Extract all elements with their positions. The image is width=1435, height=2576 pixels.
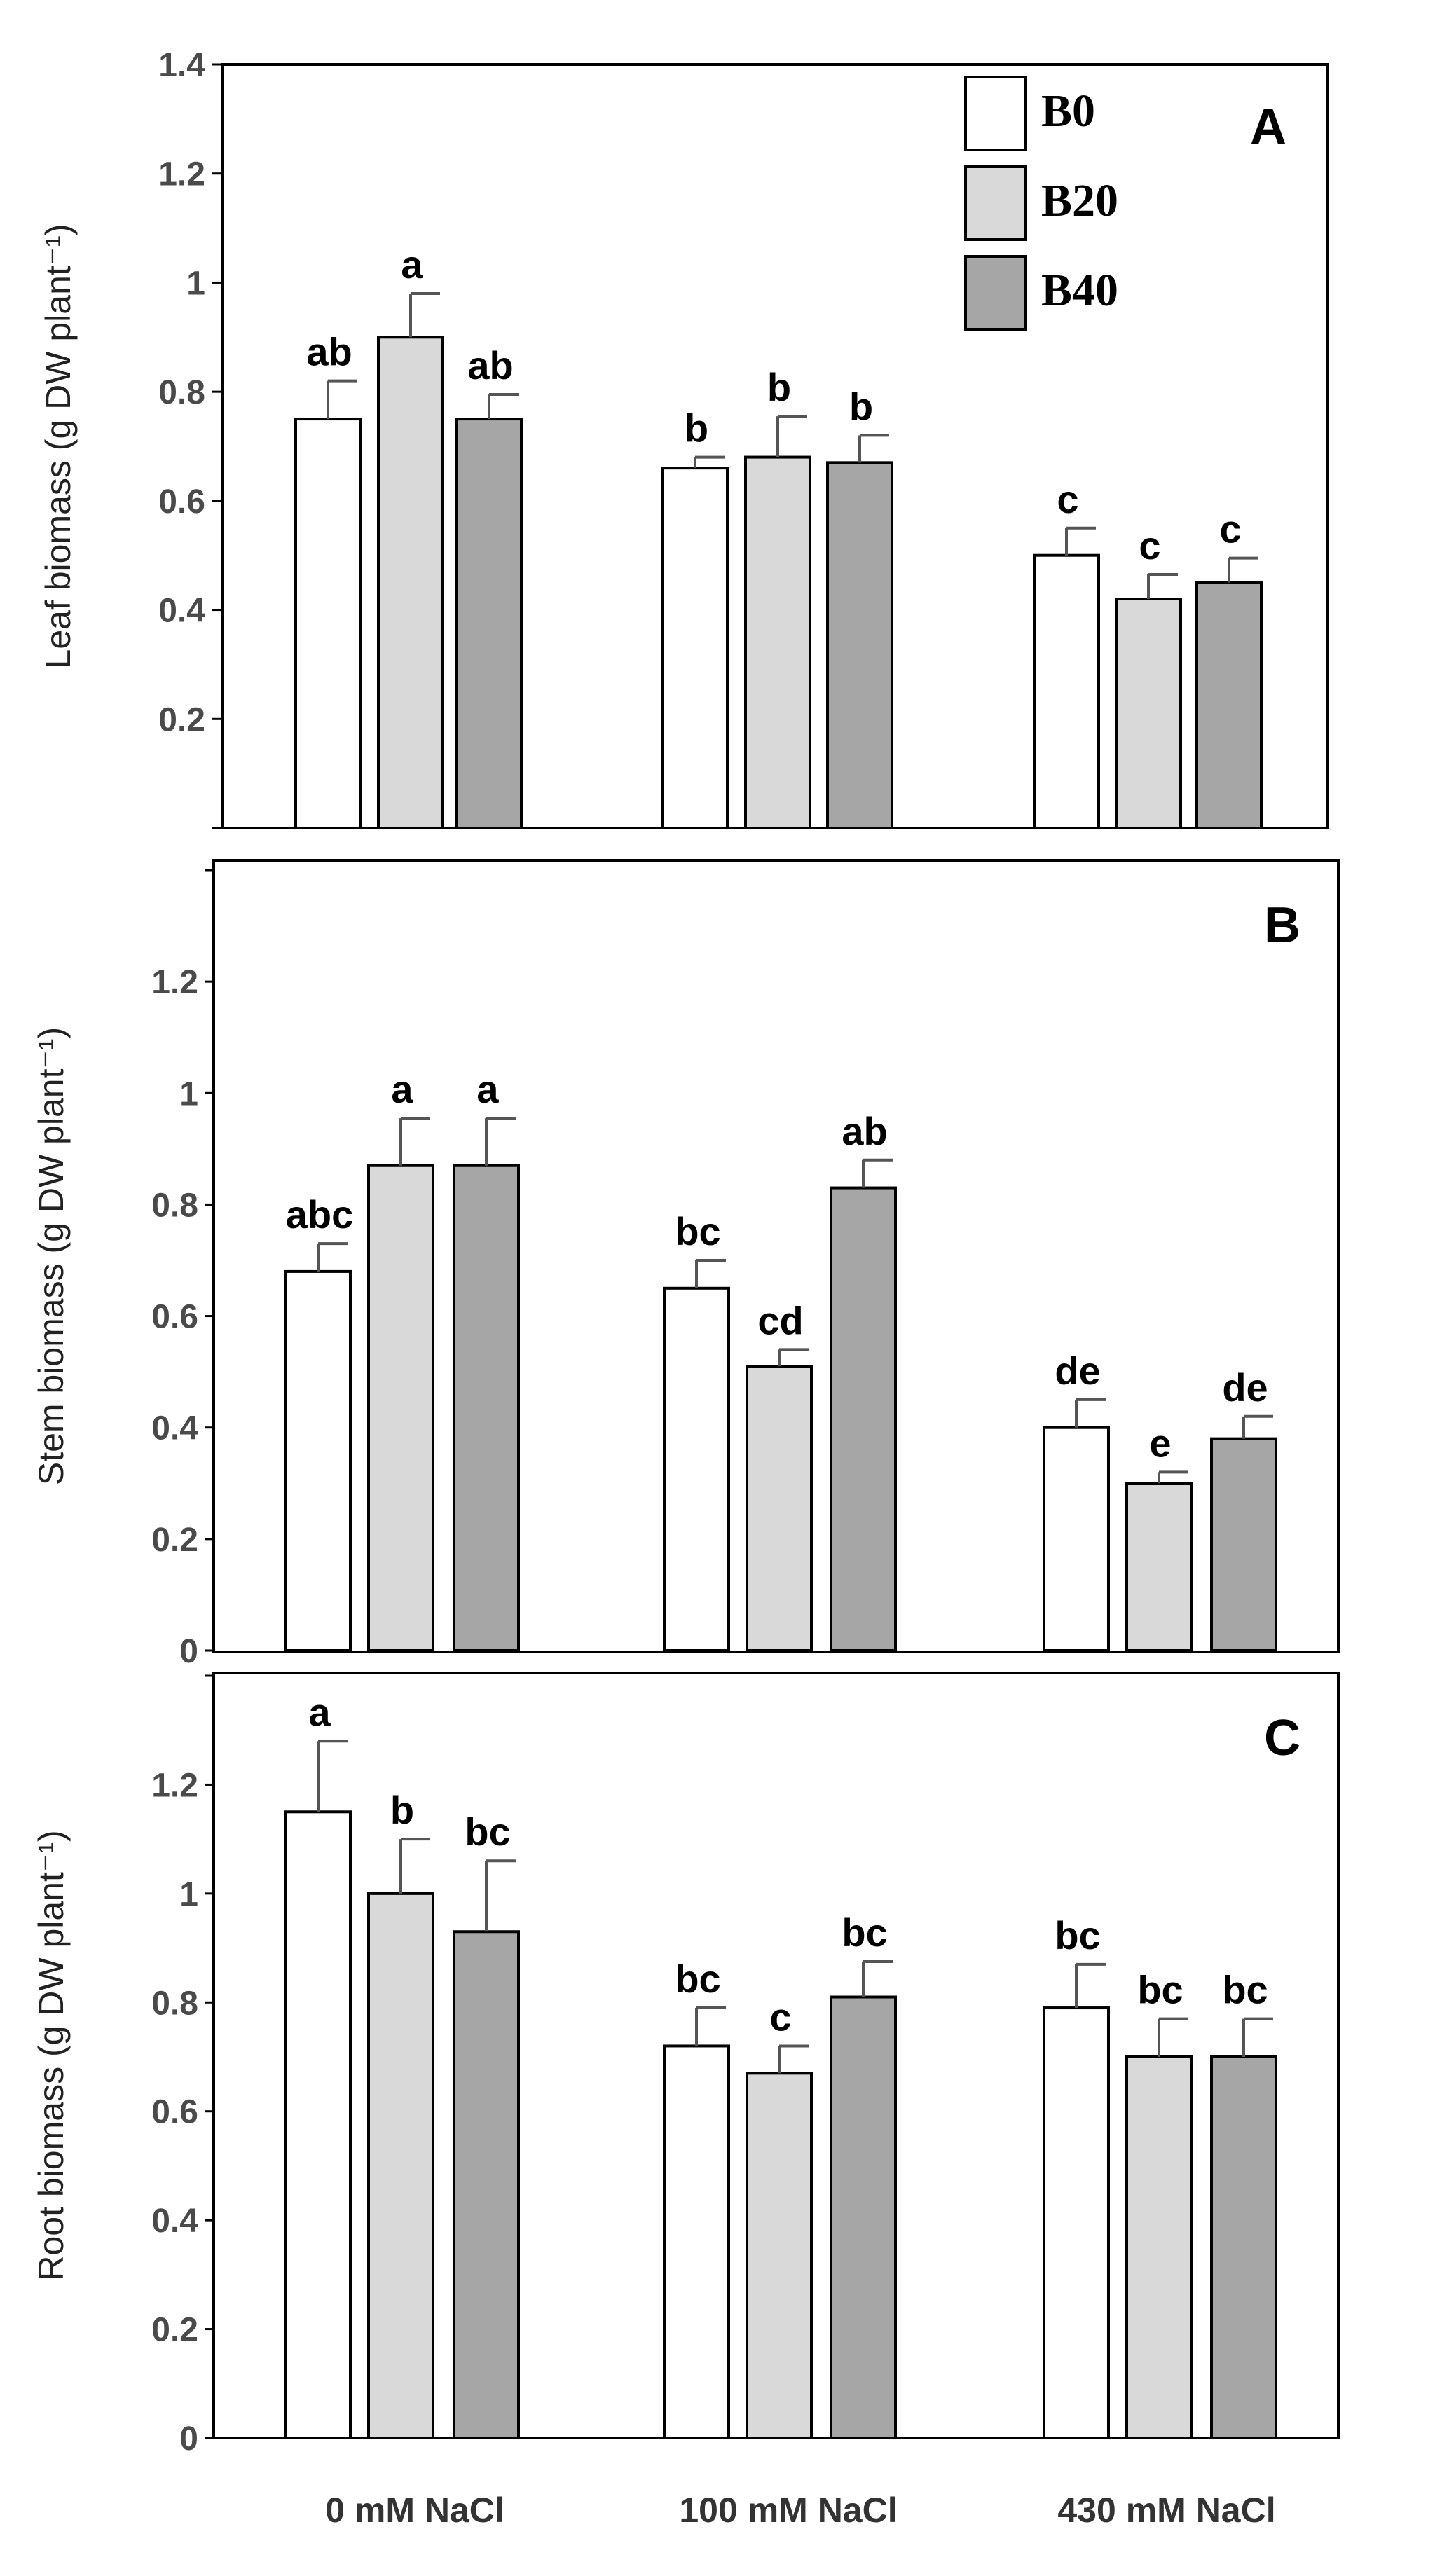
bar-b0 — [1033, 553, 1100, 829]
y-tick-label: 0.6 — [151, 1299, 198, 1336]
significance-label: a — [476, 1067, 499, 1111]
bar-b40 — [830, 1186, 897, 1652]
y-tick-label: 0 — [179, 2420, 198, 2458]
significance-label: bc — [842, 1910, 887, 1955]
y-tick-label: 0.8 — [158, 374, 205, 411]
significance-label: b — [849, 384, 873, 428]
significance-label: c — [1057, 477, 1078, 521]
bar-b0 — [661, 467, 729, 829]
y-tick-label: 0.8 — [151, 1985, 198, 2022]
y-tick-label: 0 — [179, 1633, 198, 1670]
bar-b20 — [744, 455, 811, 829]
bar-b0 — [1043, 1426, 1110, 1652]
y-tick-label: 0.2 — [151, 2312, 198, 2349]
significance-label: a — [391, 1067, 413, 1111]
bar-b40 — [453, 1930, 520, 2439]
y-tick-label: 0.6 — [151, 2094, 198, 2131]
y-axis-title: Stem biomass (g DW plant⁻¹) — [32, 1027, 71, 1485]
significance-label: e — [1149, 1421, 1171, 1465]
significance-label: ab — [467, 343, 513, 387]
legend-label-b40: B40 — [1041, 265, 1118, 316]
significance-label: bc — [675, 1957, 720, 2001]
significance-label: a — [401, 242, 423, 287]
panel-letter: B — [1264, 897, 1300, 953]
y-tick-label: 0.8 — [151, 1187, 198, 1224]
significance-label: a — [308, 1690, 331, 1734]
x-category-label: 100 mM NaCl — [679, 2491, 897, 2530]
significance-label: c — [769, 1995, 791, 2039]
significance-label: b — [390, 1788, 414, 1832]
y-tick-label: 0.2 — [151, 1522, 198, 1559]
significance-label: b — [767, 365, 791, 409]
legend-label-b20: B20 — [1041, 175, 1118, 226]
x-category-label: 0 mM NaCl — [325, 2491, 504, 2530]
bar-b20 — [1125, 2055, 1193, 2439]
y-tick-label: 1.2 — [151, 964, 198, 1001]
legend-swatch-b20 — [964, 165, 1027, 241]
legend: B0 B20 B40 — [964, 76, 1118, 331]
bar-b20 — [746, 1365, 813, 1652]
y-axis-title: Leaf biomass (g DW plant⁻¹) — [39, 224, 78, 669]
y-tick-label: 1.2 — [151, 1767, 198, 1804]
bar-b40 — [1210, 2055, 1277, 2439]
bar-b0 — [1043, 2006, 1110, 2439]
y-axis-title: Root biomass (g DW plant⁻¹) — [32, 1830, 71, 2280]
significance-label: abc — [286, 1192, 354, 1237]
bar-b20 — [367, 1164, 434, 1652]
leaf-biomass-panel: 0.2 0.4 0.6 0.8 1 1.2 1.4 Leaf biomass (g DW pl… — [39, 47, 1329, 830]
bar-b0 — [294, 418, 362, 829]
bar-b0 — [284, 1269, 352, 1652]
significance-label: de — [1055, 1349, 1100, 1393]
legend-label-b0: B0 — [1041, 85, 1095, 137]
significance-label: bc — [1055, 1913, 1100, 1957]
panel-letter: A — [1250, 99, 1286, 155]
plot-frame — [212, 859, 1340, 1653]
bar-b40 — [1210, 1437, 1277, 1653]
y-tick-label: 1 — [186, 265, 205, 302]
bar-b20 — [377, 336, 444, 829]
bar-b40 — [826, 461, 893, 829]
bar-b20 — [1125, 1482, 1193, 1652]
significance-label: bc — [465, 1810, 510, 1854]
y-tick-label: 1 — [179, 1075, 198, 1113]
significance-label: ab — [306, 330, 352, 374]
y-tick-label: 0.4 — [151, 2203, 198, 2240]
bar-b0 — [663, 1286, 730, 1653]
y-tick-label: 1.2 — [158, 156, 205, 193]
significance-label: bc — [675, 1209, 720, 1253]
x-category-label: 430 mM NaCl — [1057, 2491, 1275, 2530]
y-tick-label: 0.2 — [158, 701, 205, 738]
significance-label: b — [685, 406, 708, 450]
significance-label: c — [1139, 523, 1160, 567]
significance-label: c — [1219, 507, 1241, 551]
legend-swatch-b0 — [964, 76, 1027, 151]
significance-label: cd — [757, 1298, 803, 1342]
bar-b0 — [663, 2044, 730, 2439]
significance-label: ab — [842, 1109, 887, 1153]
bar-b20 — [1115, 598, 1182, 829]
y-tick-label: 0.6 — [158, 483, 205, 521]
root-biomass-panel: 0 0.2 0.4 0.6 0.8 1 1.2 Root biomass (g DW plan… — [32, 1672, 1340, 2458]
x-category-labels: 0 mM NaCl 100 mM NaCl 430 mM NaCl — [325, 2491, 1275, 2530]
y-tick-label: 1 — [179, 1876, 198, 1913]
bar-b40 — [453, 1164, 520, 1652]
bar-b20 — [367, 1892, 434, 2440]
bar-b40 — [1195, 581, 1263, 830]
significance-label: bc — [1222, 1968, 1268, 2012]
y-tick-label: 1.4 — [158, 47, 205, 84]
bar-b40 — [830, 1995, 897, 2440]
bar-b0 — [284, 1810, 352, 2439]
y-tick-label: 0.4 — [151, 1410, 198, 1447]
significance-label: de — [1222, 1365, 1268, 1410]
stem-biomass-panel: 0 0.2 0.4 0.6 0.8 1 1.2 Stem biomass (g DW plan… — [32, 859, 1340, 1670]
panel-letter: C — [1264, 1710, 1300, 1766]
y-tick-label: 0.4 — [158, 593, 205, 630]
legend-swatch-b40 — [964, 255, 1027, 331]
bar-b20 — [746, 2072, 813, 2439]
bar-b40 — [455, 418, 523, 829]
significance-label: bc — [1137, 1968, 1183, 2012]
